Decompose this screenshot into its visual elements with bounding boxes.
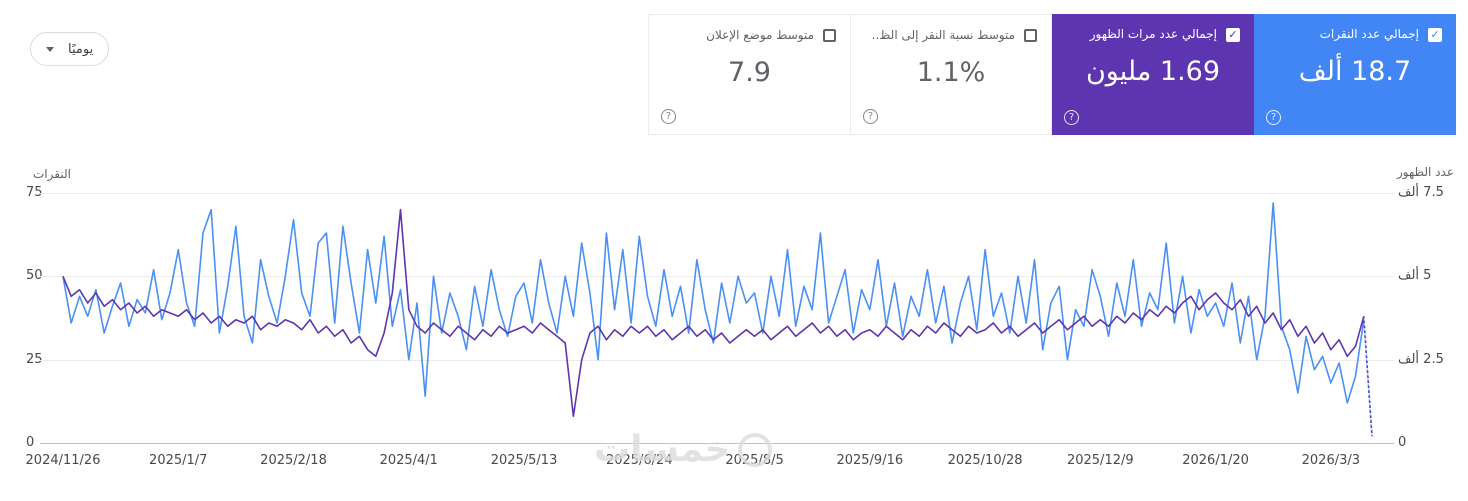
y-tick-right: 5 ألف: [1398, 268, 1432, 283]
help-icon[interactable]: ?: [863, 109, 878, 124]
granularity-dropdown[interactable]: يوميًا: [30, 32, 110, 66]
series-line: [62, 208, 1365, 418]
y-tick-left: 0: [26, 435, 35, 450]
performance-chart[interactable]: [40, 185, 1395, 450]
help-icon[interactable]: ?: [1266, 110, 1281, 125]
metric-card-header: ✓ إجمالي عدد النقرات: [1268, 27, 1442, 42]
y-tick-right: 0: [1398, 435, 1407, 450]
series-line-dashed-tail: [1363, 316, 1373, 437]
left-axis-title: النقرات: [33, 167, 71, 181]
x-axis-line: [40, 443, 1394, 444]
help-icon[interactable]: ?: [661, 109, 676, 124]
gridline: [40, 360, 1394, 361]
y-tick-right: 7.5 ألف: [1398, 185, 1444, 200]
metric-label: إجمالي عدد مرات الظهور: [1089, 27, 1217, 41]
metric-card-header: ✓ إجمالي عدد مرات الظهور: [1066, 27, 1240, 42]
metric-label: متوسط نسبة النقر إلى الظ..: [871, 28, 1015, 42]
metric-value: 1.1%: [916, 57, 986, 88]
x-tick-label: 2025/6/24: [605, 453, 673, 468]
metric-label: متوسط موضع الإعلان: [706, 28, 814, 42]
x-axis-labels: 2024/11/26 2025/1/7 2025/2/18 2025/4/1 2025/…: [0, 453, 1468, 473]
x-tick-label: 2024/11/26: [25, 453, 101, 468]
metric-card-ctr[interactable]: متوسط نسبة النقر إلى الظ.. 1.1% ?: [850, 14, 1052, 135]
x-tick-label: 2025/10/28: [947, 453, 1023, 468]
metric-value: 7.9: [728, 57, 771, 88]
y-tick-left: 25: [26, 352, 43, 367]
y-tick-right: 2.5 ألف: [1398, 352, 1444, 367]
metric-value: 18.7 ألف: [1298, 56, 1412, 87]
gridline: [40, 276, 1394, 277]
metric-card-impressions[interactable]: ✓ إجمالي عدد مرات الظهور 1.69 مليون ?: [1052, 14, 1254, 135]
metric-card-header: متوسط نسبة النقر إلى الظ..: [865, 28, 1037, 43]
metric-card-header: متوسط موضع الإعلان: [663, 28, 836, 43]
x-tick-label: 2025/4/1: [379, 453, 438, 468]
checkbox-checked-icon[interactable]: ✓: [1428, 27, 1442, 42]
checkbox-unchecked-icon[interactable]: [823, 29, 836, 42]
gridline: [40, 193, 1394, 194]
x-tick-label: 2026/1/20: [1182, 453, 1249, 468]
help-icon[interactable]: ?: [1064, 110, 1079, 125]
right-axis-title: عدد الظهور: [1397, 165, 1454, 179]
granularity-label: يوميًا: [68, 41, 94, 57]
chevron-down-icon: [46, 46, 54, 52]
y-tick-left: 50: [26, 268, 43, 283]
y-tick-left: 75: [26, 185, 43, 200]
x-tick-label: 2026/3/3: [1301, 453, 1361, 468]
x-tick-label: 2025/9/16: [836, 453, 904, 468]
metric-card-position[interactable]: متوسط موضع الإعلان 7.9 ?: [648, 14, 850, 135]
x-tick-label: 2025/1/7: [149, 453, 208, 468]
metric-card-clicks[interactable]: ✓ إجمالي عدد النقرات 18.7 ألف ?: [1254, 14, 1456, 135]
x-tick-label: 2025/5/13: [490, 453, 558, 468]
x-tick-label: 2025/12/9: [1066, 453, 1134, 468]
series-line: [62, 202, 1365, 404]
checkbox-unchecked-icon[interactable]: [1024, 29, 1037, 42]
metric-value: 1.69 مليون: [1085, 56, 1221, 87]
x-tick-label: 2025/2/18: [260, 453, 327, 468]
x-tick-label: 2025/8/5: [725, 453, 784, 468]
metric-label: إجمالي عدد النقرات: [1319, 27, 1419, 41]
metric-cards: ✓ إجمالي عدد النقرات 18.7 ألف ? ✓ إجمالي…: [648, 14, 1456, 135]
checkbox-checked-icon[interactable]: ✓: [1226, 27, 1240, 42]
